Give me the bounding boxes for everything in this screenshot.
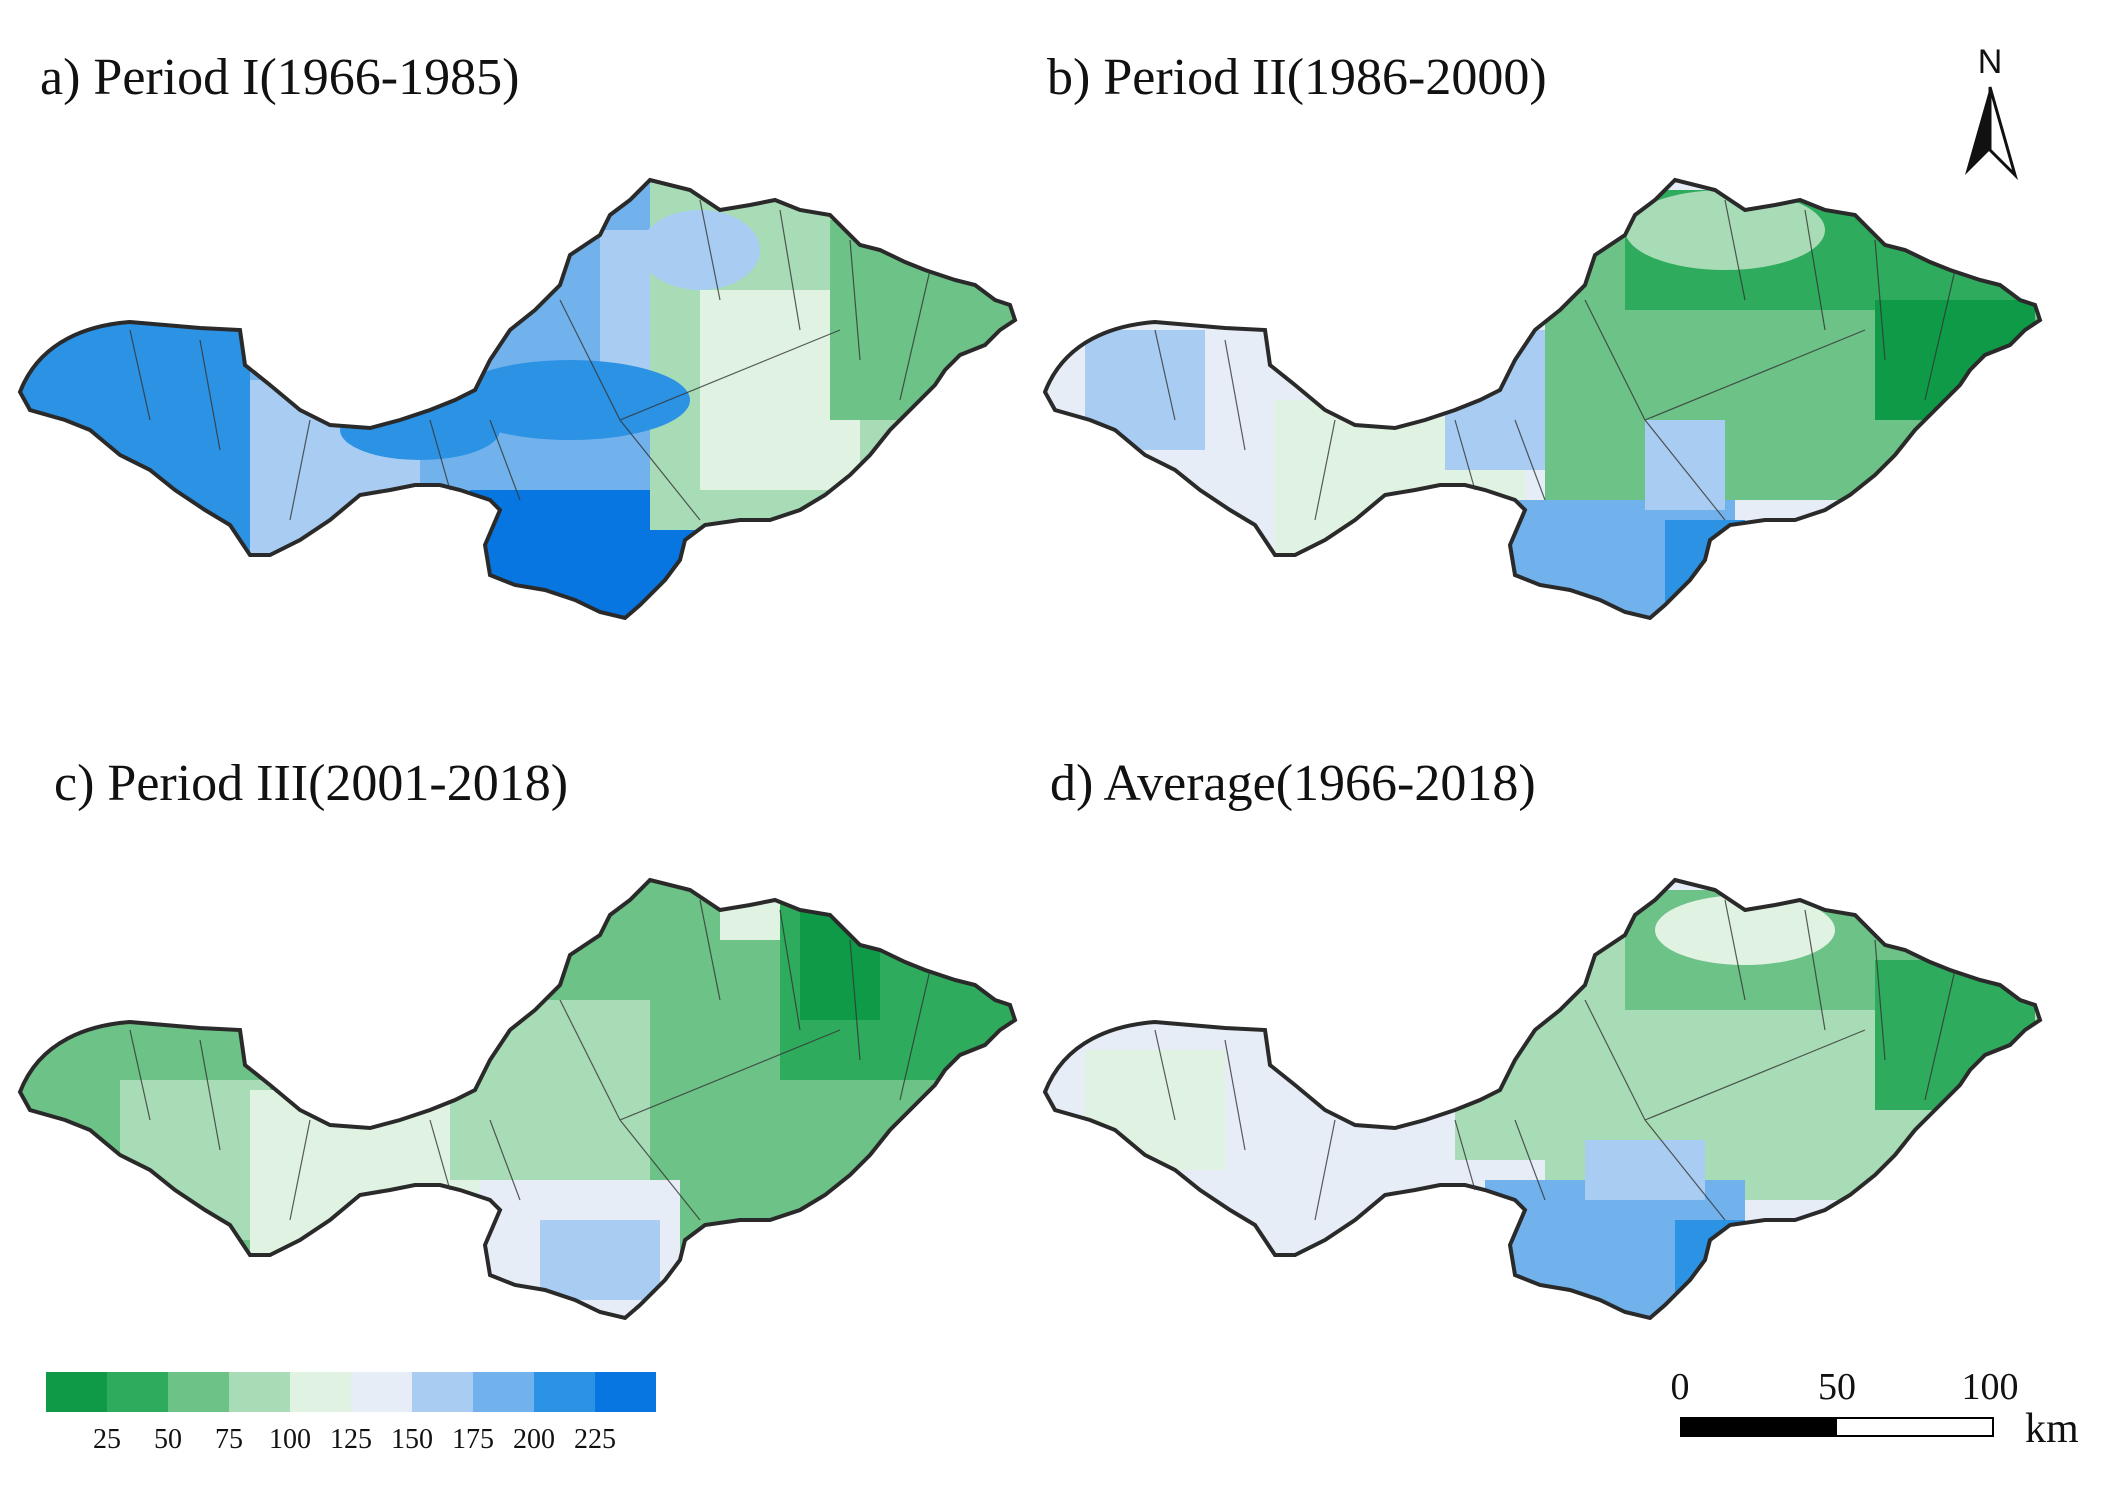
scale-label-0: 0 [1670, 1366, 1690, 1408]
legend-tick-labels: 25 50 75 100 125 150 175 200 225 [46, 1412, 656, 1455]
legend-swatch [412, 1372, 473, 1412]
color-legend: 25 50 75 100 125 150 175 200 225 [46, 1372, 656, 1455]
north-arrow: N [1955, 45, 2025, 185]
legend-tick-label: 50 [154, 1424, 182, 1455]
panel-d-title: d) Average(1966-2018) [1050, 755, 1536, 812]
legend-swatch [595, 1372, 656, 1412]
legend-swatch [229, 1372, 290, 1412]
legend-swatch [351, 1372, 412, 1412]
legend-tick-label: 175 [452, 1424, 494, 1455]
panel-b-map [1043, 178, 2042, 620]
panel-a-title: a) Period I(1966-1985) [40, 49, 520, 106]
scale-label-100: 100 [1961, 1366, 2019, 1408]
panel-c-map [18, 878, 1017, 1320]
legend-tick-label: 75 [215, 1424, 243, 1455]
legend-swatch [534, 1372, 595, 1412]
legend-swatch [168, 1372, 229, 1412]
north-arrow-label: N [1977, 43, 2003, 81]
legend-swatch [473, 1372, 534, 1412]
panel-b-title: b) Period II(1986-2000) [1047, 49, 1547, 106]
legend-tick-label: 225 [574, 1424, 616, 1455]
legend-swatch [46, 1372, 107, 1412]
legend-swatch [107, 1372, 168, 1412]
panel-c-title: c) Period III(2001-2018) [54, 755, 569, 812]
legend-tick-label: 150 [391, 1424, 433, 1455]
legend-color-bar [46, 1372, 656, 1412]
north-arrow-icon [1965, 86, 2019, 181]
scale-unit: km [2025, 1406, 2079, 1452]
legend-tick-label: 200 [513, 1424, 555, 1455]
panel-a-map [18, 178, 1017, 620]
scale-label-50: 50 [1818, 1366, 1856, 1408]
panel-d-map [1043, 878, 2042, 1320]
legend-tick-label: 125 [330, 1424, 372, 1455]
scale-bar: 0 50 100 km [1671, 1365, 2100, 1465]
legend-tick-label: 100 [269, 1424, 311, 1455]
legend-tick-label: 25 [93, 1424, 121, 1455]
scale-bar-graphic [1680, 1417, 1994, 1437]
legend-swatch [290, 1372, 351, 1412]
